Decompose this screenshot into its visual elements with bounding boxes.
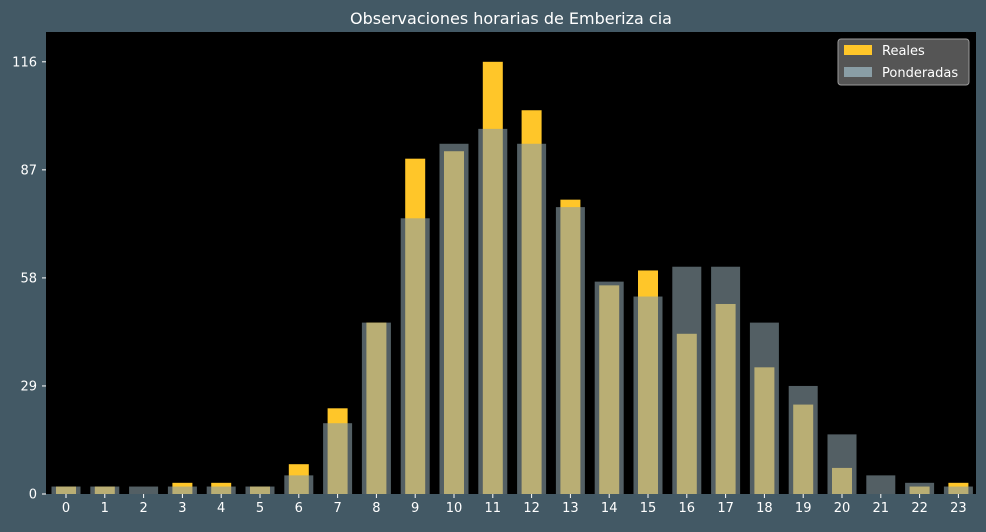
legend-swatch-ponderadas (844, 67, 872, 77)
y-tick-label-29: 29 (20, 379, 37, 394)
y-tick-label-87: 87 (20, 163, 37, 178)
x-tick-label-16: 16 (679, 501, 696, 516)
y-tick-label-58: 58 (20, 271, 37, 286)
x-tick-label-13: 13 (562, 501, 579, 516)
bar-ponderadas-8 (361, 322, 391, 494)
x-tick-label-11: 11 (485, 501, 502, 516)
y-tick-label-116: 116 (12, 55, 37, 70)
bar-ponderadas-11 (478, 128, 508, 494)
bar-ponderadas-19 (788, 385, 818, 494)
bar-ponderadas-4 (206, 486, 236, 494)
legend: Reales Ponderadas (837, 38, 970, 86)
x-tick-label-19: 19 (795, 501, 812, 516)
y-axis: 0 29 58 87 116 (12, 55, 46, 503)
x-tick-label-22: 22 (911, 501, 928, 516)
x-tick-label-23: 23 (950, 501, 967, 516)
plot-area (46, 32, 976, 494)
x-tick-label-1: 1 (101, 501, 109, 516)
bar-ponderadas-10 (439, 143, 469, 494)
x-tick-label-21: 21 (873, 501, 890, 516)
x-tick-label-3: 3 (178, 501, 186, 516)
bar-ponderadas-15 (633, 296, 663, 494)
bar-ponderadas-21 (866, 475, 896, 494)
x-tick-label-15: 15 (640, 501, 657, 516)
x-tick-label-9: 9 (411, 501, 419, 516)
y-tick-label-0: 0 (29, 488, 37, 503)
legend-label-reales: Reales (882, 44, 925, 59)
bar-ponderadas-14 (594, 281, 624, 494)
x-tick-label-10: 10 (446, 501, 463, 516)
x-tick-label-18: 18 (756, 501, 773, 516)
x-tick-label-14: 14 (601, 501, 618, 516)
bar-ponderadas-5 (245, 486, 275, 494)
x-tick-label-0: 0 (62, 501, 70, 516)
x-axis: 0 1 2 3 4 5 6 7 8 9 10 11 12 13 14 15 16 17 18 19 20 21 22 23 (62, 494, 967, 516)
bar-ponderadas-22 (905, 482, 935, 494)
x-tick-label-20: 20 (834, 501, 851, 516)
bar-ponderadas-18 (749, 322, 779, 494)
bar-ponderadas-3 (167, 486, 197, 494)
bar-ponderadas-17 (711, 266, 741, 494)
x-tick-label-6: 6 (295, 501, 303, 516)
bar-ponderadas-1 (90, 486, 120, 494)
x-tick-label-12: 12 (523, 501, 540, 516)
bar-ponderadas-7 (323, 423, 353, 494)
x-tick-label-5: 5 (256, 501, 264, 516)
legend-label-ponderadas: Ponderadas (882, 66, 958, 81)
bar-ponderadas-20 (827, 434, 857, 494)
x-tick-label-17: 17 (717, 501, 734, 516)
bar-ponderadas-9 (400, 218, 430, 494)
bar-ponderadas-12 (517, 143, 547, 494)
x-tick-label-8: 8 (372, 501, 380, 516)
bar-ponderadas-0 (51, 486, 81, 494)
bar-ponderadas-13 (555, 207, 585, 494)
chart-title: Observaciones horarias de Emberiza cia (350, 9, 672, 28)
real-bars-group (51, 61, 973, 494)
x-tick-label-2: 2 (139, 501, 147, 516)
legend-swatch-reales (844, 45, 872, 55)
bar-ponderadas-23 (943, 486, 973, 494)
bar-ponderadas-16 (672, 266, 702, 494)
bar-ponderadas-6 (284, 475, 314, 494)
x-tick-label-4: 4 (217, 501, 225, 516)
bar-ponderadas-2 (129, 486, 159, 494)
x-tick-label-7: 7 (333, 501, 341, 516)
